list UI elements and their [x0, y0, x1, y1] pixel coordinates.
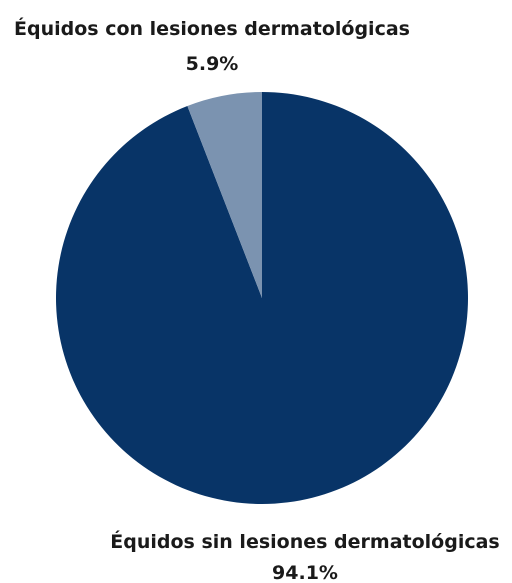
pie-slices [55, 92, 468, 504]
slice-label-without-lesions: Équidos sin lesiones dermatológicas [110, 530, 499, 553]
pie-slice-with-lesions [187, 92, 262, 298]
slice-value-without-lesions: 94.1% [272, 562, 338, 583]
slice-value-with-lesions: 5.9% [186, 53, 239, 75]
slice-label-with-lesions: Équidos con lesiones dermatológicas [14, 17, 410, 40]
